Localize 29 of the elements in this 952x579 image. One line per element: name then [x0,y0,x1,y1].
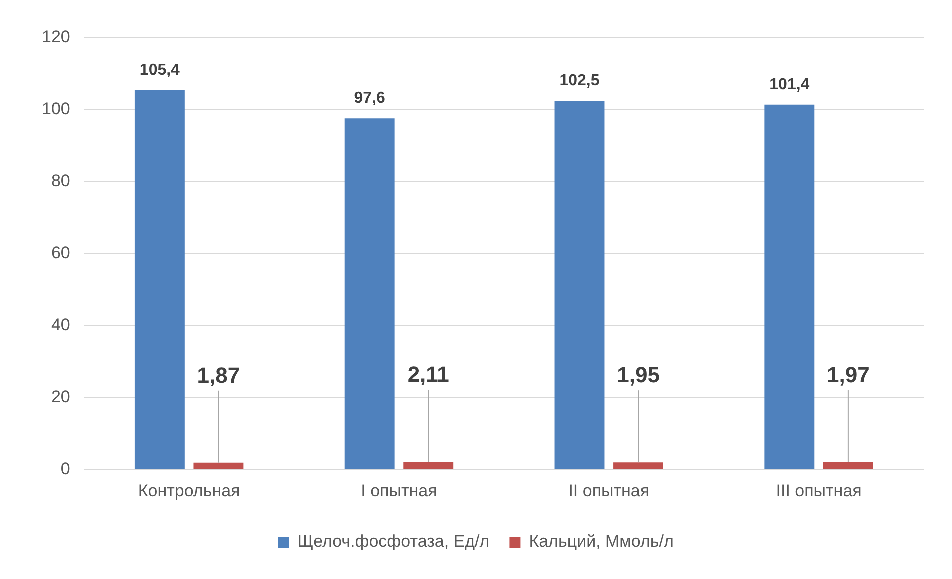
x-tick-label: II опытная [568,481,650,500]
bar [194,462,244,470]
bar [614,462,664,470]
y-tick-label: 60 [51,243,70,262]
bar [554,100,605,470]
data-label: 102,5 [560,72,600,90]
bar [764,104,815,470]
data-label: 1,87 [197,362,240,388]
bar [823,462,874,470]
bar [134,90,185,470]
y-tick-label: 40 [51,315,70,334]
x-tick-label: I опытная [361,481,438,500]
x-tick-label: III опытная [776,481,862,500]
legend-label: Щелоч.фосфотаза, Ед/л [298,532,490,552]
data-label: 1,95 [617,362,660,388]
data-label: 2,11 [408,362,450,388]
y-tick-label: 0 [60,459,70,478]
data-label: 97,6 [354,90,386,107]
legend-label: Кальций, Ммоль/л [529,532,674,552]
y-tick-label: 100 [42,100,70,119]
y-tick-label: 120 [42,28,70,47]
y-tick-label: 20 [51,387,70,406]
bar [344,118,395,470]
bar [404,462,454,470]
data-label: 105,4 [140,62,180,79]
data-label: 1,97 [827,362,870,388]
data-label: 101,4 [770,76,810,94]
x-tick-label: Контрольная [138,481,240,500]
y-tick-label: 80 [51,172,70,191]
